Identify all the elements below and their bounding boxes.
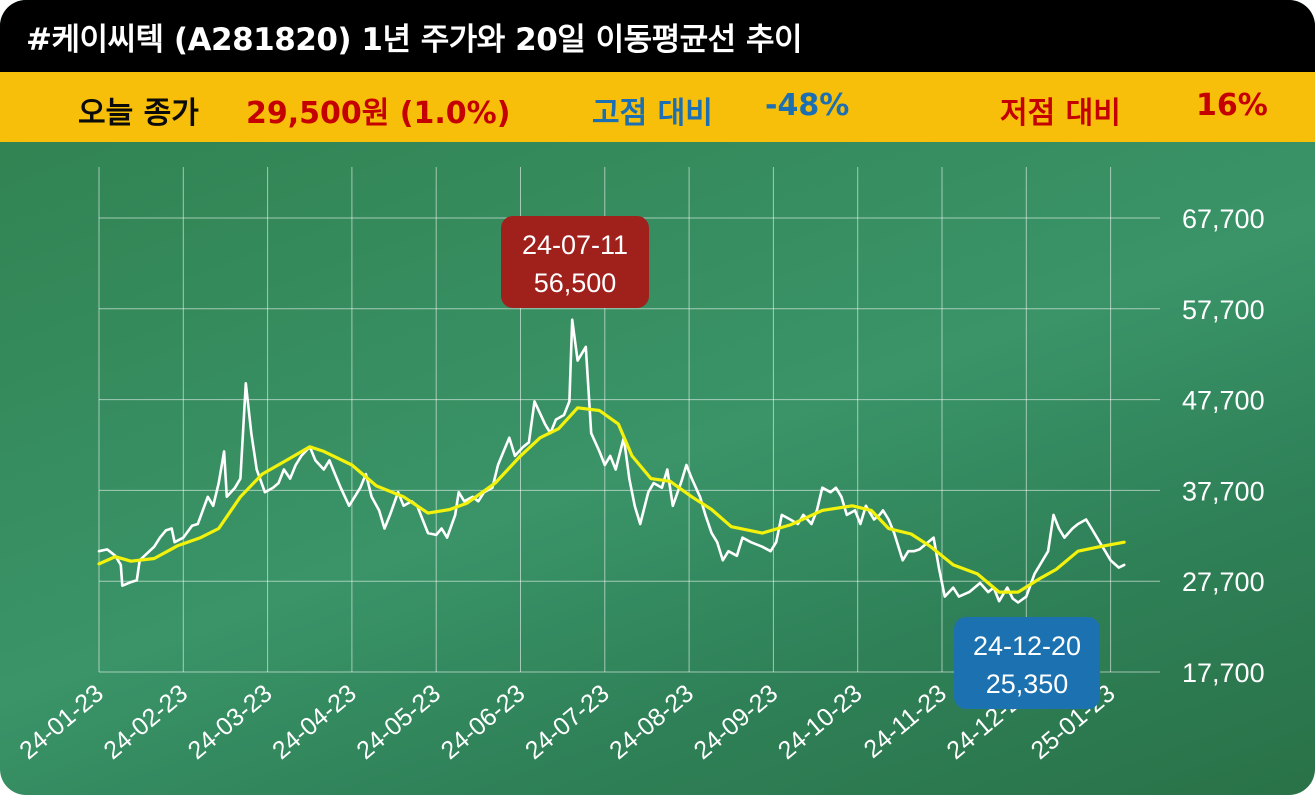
x-tick-label: 24-05-23	[351, 679, 446, 765]
vs-low-label: 저점 대비	[1000, 96, 1121, 131]
callout-value: 25,350	[986, 669, 1069, 699]
vs-high-label: 고점 대비	[592, 96, 713, 131]
x-tick-label: 24-03-23	[183, 679, 278, 765]
callouts: 24-07-11 56,500 24-12-20 25,350	[501, 216, 1100, 709]
series-lines	[97, 318, 1126, 604]
x-tick-label: 24-02-23	[98, 679, 193, 765]
y-axis-tick-labels: 17,700 27,700 37,700 47,700 57,700 67,700	[1182, 204, 1265, 688]
close-price-label: 오늘 종가	[78, 96, 199, 131]
moving-average-line	[97, 406, 1126, 594]
close-price-value: 29,500원 (1.0%)	[246, 96, 511, 131]
y-tick-label: 37,700	[1182, 476, 1265, 506]
y-tick-label: 57,700	[1182, 295, 1265, 325]
callout-box	[954, 617, 1100, 709]
callout-date: 24-07-11	[522, 230, 628, 260]
y-tick-label: 17,700	[1182, 658, 1265, 688]
summary-bar: 오늘 종가 29,500원 (1.0%) 고점 대비 -48% 저점 대비 16…	[0, 72, 1315, 142]
callout-value: 56,500	[534, 268, 617, 298]
x-tick-label: 24-08-23	[604, 679, 699, 765]
x-tick-label: 24-07-23	[520, 679, 615, 765]
x-tick-label: 24-11-23	[859, 679, 952, 764]
callout-date: 24-12-20	[973, 631, 1081, 661]
low-callout: 24-12-20 25,350	[954, 617, 1100, 709]
title-bar: #케이씨텍 (A281820) 1년 주가와 20일 이동평균선 추이	[0, 0, 1315, 72]
x-tick-label: 24-06-23	[436, 679, 531, 765]
y-tick-label: 67,700	[1182, 204, 1265, 234]
y-tick-label: 47,700	[1182, 386, 1265, 416]
x-tick-label: 24-04-23	[267, 679, 362, 765]
x-tick-label: 24-01-23	[14, 679, 109, 765]
vs-high-value: -48%	[765, 88, 850, 123]
high-callout: 24-07-11 56,500	[501, 216, 649, 308]
callout-box	[501, 216, 649, 308]
y-tick-label: 27,700	[1182, 567, 1265, 597]
x-tick-label: 24-10-23	[773, 679, 868, 765]
vs-low-value: 16%	[1196, 88, 1268, 123]
chart-title: #케이씨텍 (A281820) 1년 주가와 20일 이동평균선 추이	[26, 22, 803, 58]
price-line	[97, 318, 1126, 604]
price-chart: 17,700 27,700 37,700 47,700 57,700 67,700 24-…	[14, 167, 1265, 765]
x-tick-label: 24-09-23	[689, 679, 784, 765]
